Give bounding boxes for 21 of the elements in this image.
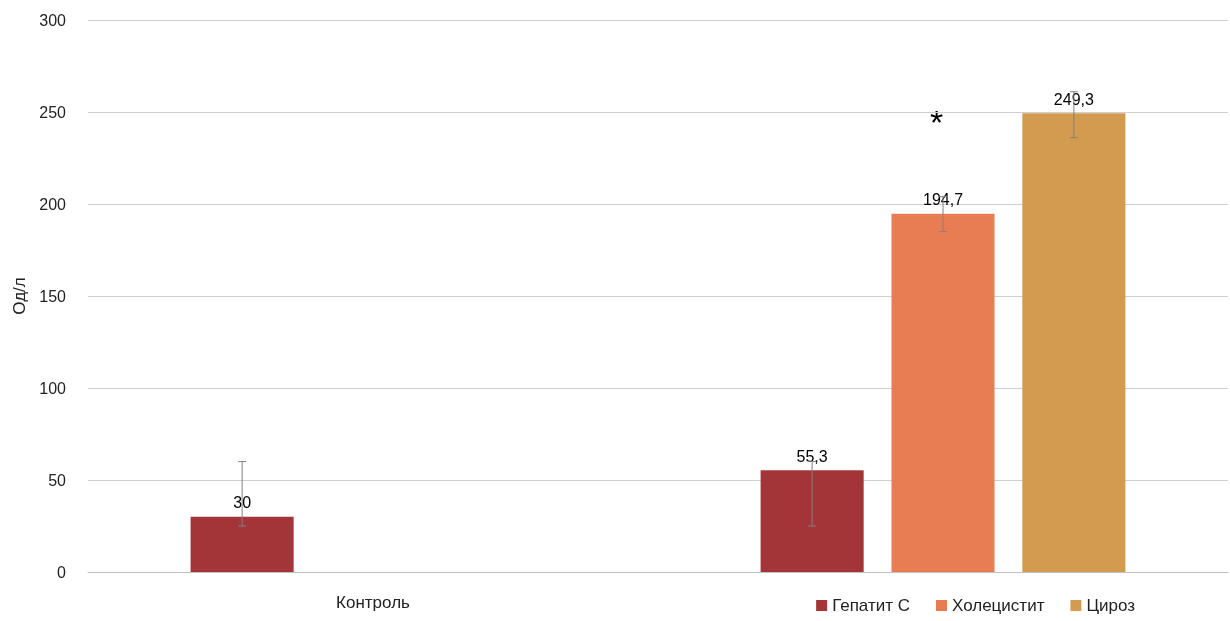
- bar: [760, 470, 864, 572]
- y-tick-label: 50: [48, 471, 67, 489]
- annotation: *: [930, 103, 944, 141]
- bar: [1022, 113, 1126, 572]
- x-tick-label: Контроль: [336, 593, 411, 612]
- y-tick-label: 100: [39, 379, 67, 397]
- y-tick-label: 300: [39, 11, 67, 29]
- data-label: 249,3: [1053, 90, 1094, 108]
- y-tick-label: 250: [39, 103, 67, 121]
- bar: [891, 213, 995, 572]
- legend-label: Холецистит: [952, 596, 1045, 615]
- y-tick-label: 150: [39, 287, 67, 305]
- data-label: 194,7: [922, 191, 964, 209]
- legend-label: Гепатит С: [832, 596, 911, 615]
- data-label: 55,3: [796, 447, 828, 465]
- y-tick-label: 200: [39, 195, 67, 213]
- legend-label: Цироз: [1086, 596, 1136, 615]
- y-axis-title: Од/л: [10, 277, 30, 315]
- y-tick-label: 0: [57, 563, 67, 581]
- data-label: 30: [233, 494, 252, 512]
- bar: [190, 516, 294, 572]
